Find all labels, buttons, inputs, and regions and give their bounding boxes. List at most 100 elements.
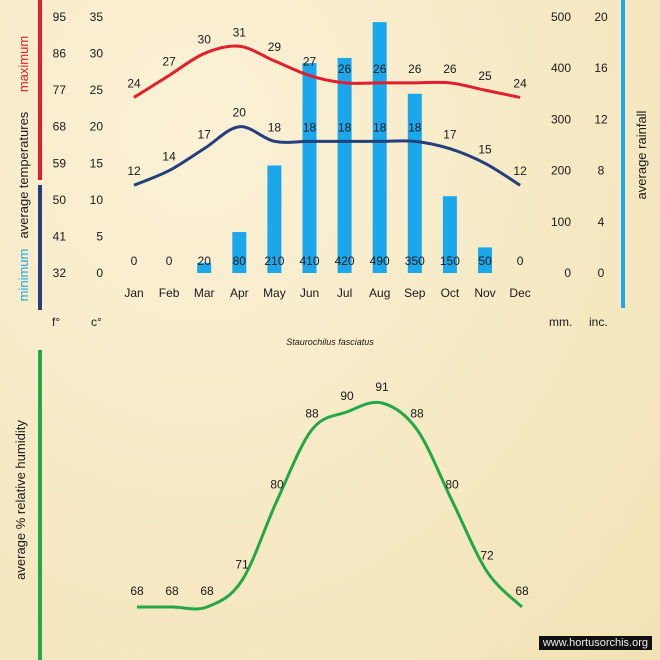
fahrenheit-tick-label: 32: [53, 266, 67, 280]
rainfall-value-label: 420: [335, 254, 355, 268]
rainfall-value-label: 0: [517, 254, 524, 268]
rainfall-value-label: 0: [131, 254, 138, 268]
inches-tick-label: 12: [594, 112, 608, 126]
temperature-lines-group: [133, 44, 521, 187]
minimum-value-label: 18: [408, 120, 422, 134]
maximum-value-label: 26: [443, 62, 457, 76]
maximum-value-label: 31: [233, 25, 247, 39]
species-caption: Staurochilus fasciatus: [286, 337, 374, 347]
rainfall-bar: [337, 57, 352, 274]
humidity-value-label: 68: [515, 584, 529, 598]
temperatures-axis-title: temperatures: [16, 111, 31, 188]
humidity-value-label: 90: [340, 389, 354, 403]
fahrenheit-tick-label: 77: [53, 83, 67, 97]
maximum-temperature-line: [133, 44, 521, 99]
mm-unit-label: mm.: [549, 315, 572, 329]
humidity-value-label: 88: [305, 407, 319, 421]
rainfall-value-label: 490: [370, 254, 390, 268]
humidity-value-label: 68: [130, 584, 144, 598]
humidity-line: [136, 400, 524, 611]
month-tick-label: Jul: [337, 286, 352, 300]
month-tick-label: May: [263, 286, 286, 300]
maximum-value-label: 27: [162, 55, 176, 69]
maximum-value-label: 30: [198, 33, 212, 47]
fahrenheit-tick-label: 95: [53, 10, 67, 24]
mm-tick-label: 300: [551, 112, 571, 126]
maximum-side-bar: [38, 0, 42, 180]
month-tick-label: Jan: [124, 286, 143, 300]
minimum-value-label: 18: [338, 120, 352, 134]
rainfall-axis-title: average rainfall: [634, 110, 649, 199]
data-labels-group: 0 0 20 80 210 410 420 490 350 150 50 0 24 27 30 31 29 27 2…: [127, 25, 527, 268]
maximum-value-label: 26: [338, 62, 352, 76]
humidity-value-label: 88: [410, 407, 424, 421]
humidity-value-label: 80: [445, 478, 459, 492]
humidity-value-label: 68: [165, 584, 179, 598]
rainfall-value-label: 350: [405, 254, 425, 268]
rainfall-value-label: 210: [264, 254, 284, 268]
fahrenheit-tick-label: 50: [53, 193, 67, 207]
rainfall-bar: [372, 22, 387, 274]
inches-tick-label: 4: [598, 215, 605, 229]
inches-tick-label: 16: [594, 61, 608, 75]
celsius-unit-label: c°: [91, 315, 102, 329]
humidity-value-label: 91: [375, 380, 389, 394]
minimum-temperature-line: [133, 125, 521, 187]
celsius-tick-label: 20: [90, 120, 104, 134]
rainfall-bar: [197, 262, 212, 273]
inches-tick-label: 8: [598, 164, 605, 178]
rainfall-value-label: 0: [166, 254, 173, 268]
rainfall-value-label: 20: [198, 254, 212, 268]
month-tick-label: Apr: [230, 286, 249, 300]
humidity-value-label: 72: [480, 549, 494, 563]
minimum-value-label: 12: [127, 164, 141, 178]
minimum-value-label: 17: [198, 128, 212, 142]
mm-tick-label: 200: [551, 164, 571, 178]
month-tick-label: Dec: [509, 286, 530, 300]
inches-tick-label: 0: [598, 266, 605, 280]
humidity-value-label: 80: [270, 478, 284, 492]
mm-tick-label: 500: [551, 10, 571, 24]
fahrenheit-tick-label: 59: [53, 156, 67, 170]
rainfall-bar: [407, 93, 422, 273]
inches-tick-label: 20: [594, 10, 608, 24]
rainfall-value-label: 50: [478, 254, 492, 268]
rainfall-value-label: 410: [299, 254, 319, 268]
month-tick-label: Nov: [474, 286, 495, 300]
minimum-axis-title: minimum: [16, 249, 31, 302]
mm-tick-label: 0: [564, 266, 571, 280]
month-tick-label: Oct: [441, 286, 460, 300]
rainfall-value-label: 150: [440, 254, 460, 268]
humidity-value-label: 68: [200, 584, 214, 598]
rainfall-bar: [267, 165, 282, 273]
maximum-value-label: 29: [268, 40, 282, 54]
minimum-value-label: 18: [373, 120, 387, 134]
minimum-value-label: 14: [162, 150, 176, 164]
celsius-tick-label: 10: [90, 193, 104, 207]
average-axis-title: average: [16, 192, 31, 239]
month-tick-label: Jun: [300, 286, 319, 300]
month-tick-label: Mar: [194, 286, 215, 300]
minimum-value-label: 18: [303, 120, 317, 134]
maximum-value-label: 27: [303, 55, 317, 69]
humidity-axis-title: average % relative humidity: [13, 420, 28, 580]
rainfall-bar: [302, 63, 317, 273]
minimum-side-bar: [38, 185, 42, 310]
minimum-value-label: 15: [478, 142, 492, 156]
fahrenheit-tick-label: 86: [53, 47, 67, 61]
maximum-value-label: 26: [373, 62, 387, 76]
fahrenheit-tick-label: 68: [53, 120, 67, 134]
maximum-value-label: 24: [127, 76, 141, 90]
celsius-tick-label: 35: [90, 10, 104, 24]
humidity-chart-group: 68 68 68 71 80 88 90 91 88 80 72 68: [130, 380, 529, 611]
fahrenheit-unit-label: f°: [52, 315, 60, 329]
fahrenheit-tick-label: 41: [53, 229, 67, 243]
minimum-value-label: 18: [268, 120, 282, 134]
rainfall-bar: [232, 232, 247, 273]
inches-unit-label: inc.: [589, 315, 608, 329]
celsius-tick-label: 25: [90, 83, 104, 97]
maximum-axis-title: maximum: [16, 36, 31, 92]
minimum-value-label: 17: [443, 128, 457, 142]
